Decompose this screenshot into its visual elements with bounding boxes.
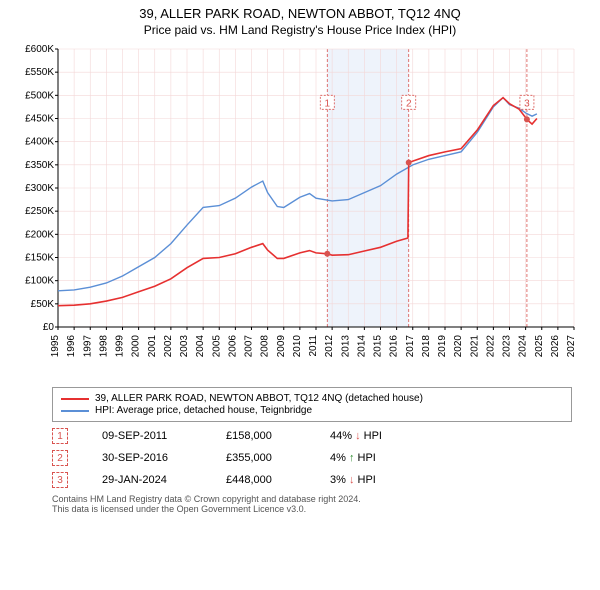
- legend-item: HPI: Average price, detached house, Teig…: [61, 405, 563, 416]
- sales-table: 1 09-SEP-2011 £158,000 44% ↓ HPI 2 30-SEP-201…: [52, 428, 572, 488]
- sale-row: 2 30-SEP-2016 £355,000 4% ↑ HPI: [52, 450, 572, 466]
- svg-text:2009: 2009: [276, 335, 287, 358]
- sale-row: 3 29-JAN-2024 £448,000 3% ↓ HPI: [52, 472, 572, 488]
- sale-pct: 3% ↓ HPI: [330, 474, 376, 486]
- svg-text:1: 1: [325, 98, 331, 109]
- svg-text:1996: 1996: [66, 335, 77, 358]
- svg-text:1999: 1999: [115, 335, 126, 358]
- svg-text:1995: 1995: [50, 335, 61, 358]
- title-subtitle: Price paid vs. HM Land Registry's House …: [0, 23, 600, 37]
- svg-text:2004: 2004: [195, 335, 206, 358]
- svg-text:£400K: £400K: [25, 137, 54, 148]
- sale-pct: 4% ↑ HPI: [330, 452, 376, 464]
- svg-text:£600K: £600K: [25, 44, 54, 55]
- svg-text:2018: 2018: [421, 335, 432, 358]
- svg-text:2008: 2008: [260, 335, 271, 358]
- footer-line1: Contains HM Land Registry data © Crown c…: [52, 494, 572, 504]
- sale-marker: 1: [52, 428, 68, 444]
- svg-text:2015: 2015: [373, 335, 384, 358]
- svg-text:2: 2: [406, 98, 412, 109]
- svg-text:£50K: £50K: [31, 299, 55, 310]
- svg-text:2001: 2001: [147, 335, 158, 358]
- svg-text:1998: 1998: [98, 335, 109, 358]
- chart-titles: 39, ALLER PARK ROAD, NEWTON ABBOT, TQ12 …: [0, 0, 600, 39]
- svg-text:2000: 2000: [131, 335, 142, 358]
- title-address: 39, ALLER PARK ROAD, NEWTON ABBOT, TQ12 …: [0, 6, 600, 21]
- sale-date: 30-SEP-2016: [102, 452, 192, 464]
- footer-attribution: Contains HM Land Registry data © Crown c…: [52, 494, 572, 514]
- arrow-down-icon: ↓: [355, 430, 361, 442]
- legend-label: 39, ALLER PARK ROAD, NEWTON ABBOT, TQ12 …: [95, 393, 423, 404]
- sale-price: £355,000: [226, 452, 296, 464]
- svg-text:2019: 2019: [437, 335, 448, 358]
- svg-text:£250K: £250K: [25, 206, 54, 217]
- svg-text:£300K: £300K: [25, 183, 54, 194]
- svg-text:3: 3: [524, 98, 530, 109]
- svg-text:2012: 2012: [324, 335, 335, 358]
- sale-marker: 2: [52, 450, 68, 466]
- svg-text:2011: 2011: [308, 335, 319, 357]
- svg-text:2003: 2003: [179, 335, 190, 358]
- sale-row: 1 09-SEP-2011 £158,000 44% ↓ HPI: [52, 428, 572, 444]
- svg-text:1997: 1997: [82, 335, 93, 358]
- svg-text:2026: 2026: [550, 335, 561, 358]
- footer-line2: This data is licensed under the Open Gov…: [52, 504, 572, 514]
- arrow-down-icon: ↓: [349, 474, 355, 486]
- legend-label: HPI: Average price, detached house, Teig…: [95, 405, 312, 416]
- svg-text:2021: 2021: [469, 335, 480, 358]
- svg-text:2020: 2020: [453, 335, 464, 358]
- svg-text:2022: 2022: [485, 335, 496, 358]
- svg-text:2013: 2013: [340, 335, 351, 358]
- plot-area: £0 £50K £100K £150K £200K £250K £300K £350K £400…: [10, 39, 590, 379]
- svg-text:2005: 2005: [211, 335, 222, 358]
- svg-text:2024: 2024: [518, 335, 529, 358]
- svg-text:£500K: £500K: [25, 90, 54, 101]
- svg-text:2027: 2027: [566, 335, 577, 358]
- sale-marker: 3: [52, 472, 68, 488]
- svg-text:2007: 2007: [244, 335, 255, 358]
- legend-item: 39, ALLER PARK ROAD, NEWTON ABBOT, TQ12 …: [61, 393, 563, 404]
- sale-price: £158,000: [226, 430, 296, 442]
- svg-text:£350K: £350K: [25, 160, 54, 171]
- svg-text:£450K: £450K: [25, 114, 54, 125]
- arrow-up-icon: ↑: [349, 452, 355, 464]
- svg-text:2014: 2014: [356, 335, 367, 358]
- svg-text:2016: 2016: [389, 335, 400, 358]
- svg-text:2006: 2006: [227, 335, 238, 358]
- svg-text:£100K: £100K: [25, 276, 54, 287]
- svg-text:£550K: £550K: [25, 67, 54, 78]
- sale-pct: 44% ↓ HPI: [330, 430, 382, 442]
- svg-text:£150K: £150K: [25, 253, 54, 264]
- svg-text:£0: £0: [43, 322, 55, 333]
- legend-swatch: [61, 410, 89, 412]
- svg-text:2025: 2025: [534, 335, 545, 358]
- sale-date: 09-SEP-2011: [102, 430, 192, 442]
- chart-svg: £0 £50K £100K £150K £200K £250K £300K £350K £400…: [10, 39, 590, 379]
- svg-text:2017: 2017: [405, 335, 416, 358]
- legend-swatch: [61, 398, 89, 400]
- sale-price: £448,000: [226, 474, 296, 486]
- svg-text:£200K: £200K: [25, 229, 54, 240]
- chart-container: 39, ALLER PARK ROAD, NEWTON ABBOT, TQ12 …: [0, 0, 600, 514]
- svg-text:2002: 2002: [163, 335, 174, 358]
- sale-date: 29-JAN-2024: [102, 474, 192, 486]
- svg-text:2023: 2023: [502, 335, 513, 358]
- legend-box: 39, ALLER PARK ROAD, NEWTON ABBOT, TQ12 …: [52, 387, 572, 422]
- svg-text:2010: 2010: [292, 335, 303, 358]
